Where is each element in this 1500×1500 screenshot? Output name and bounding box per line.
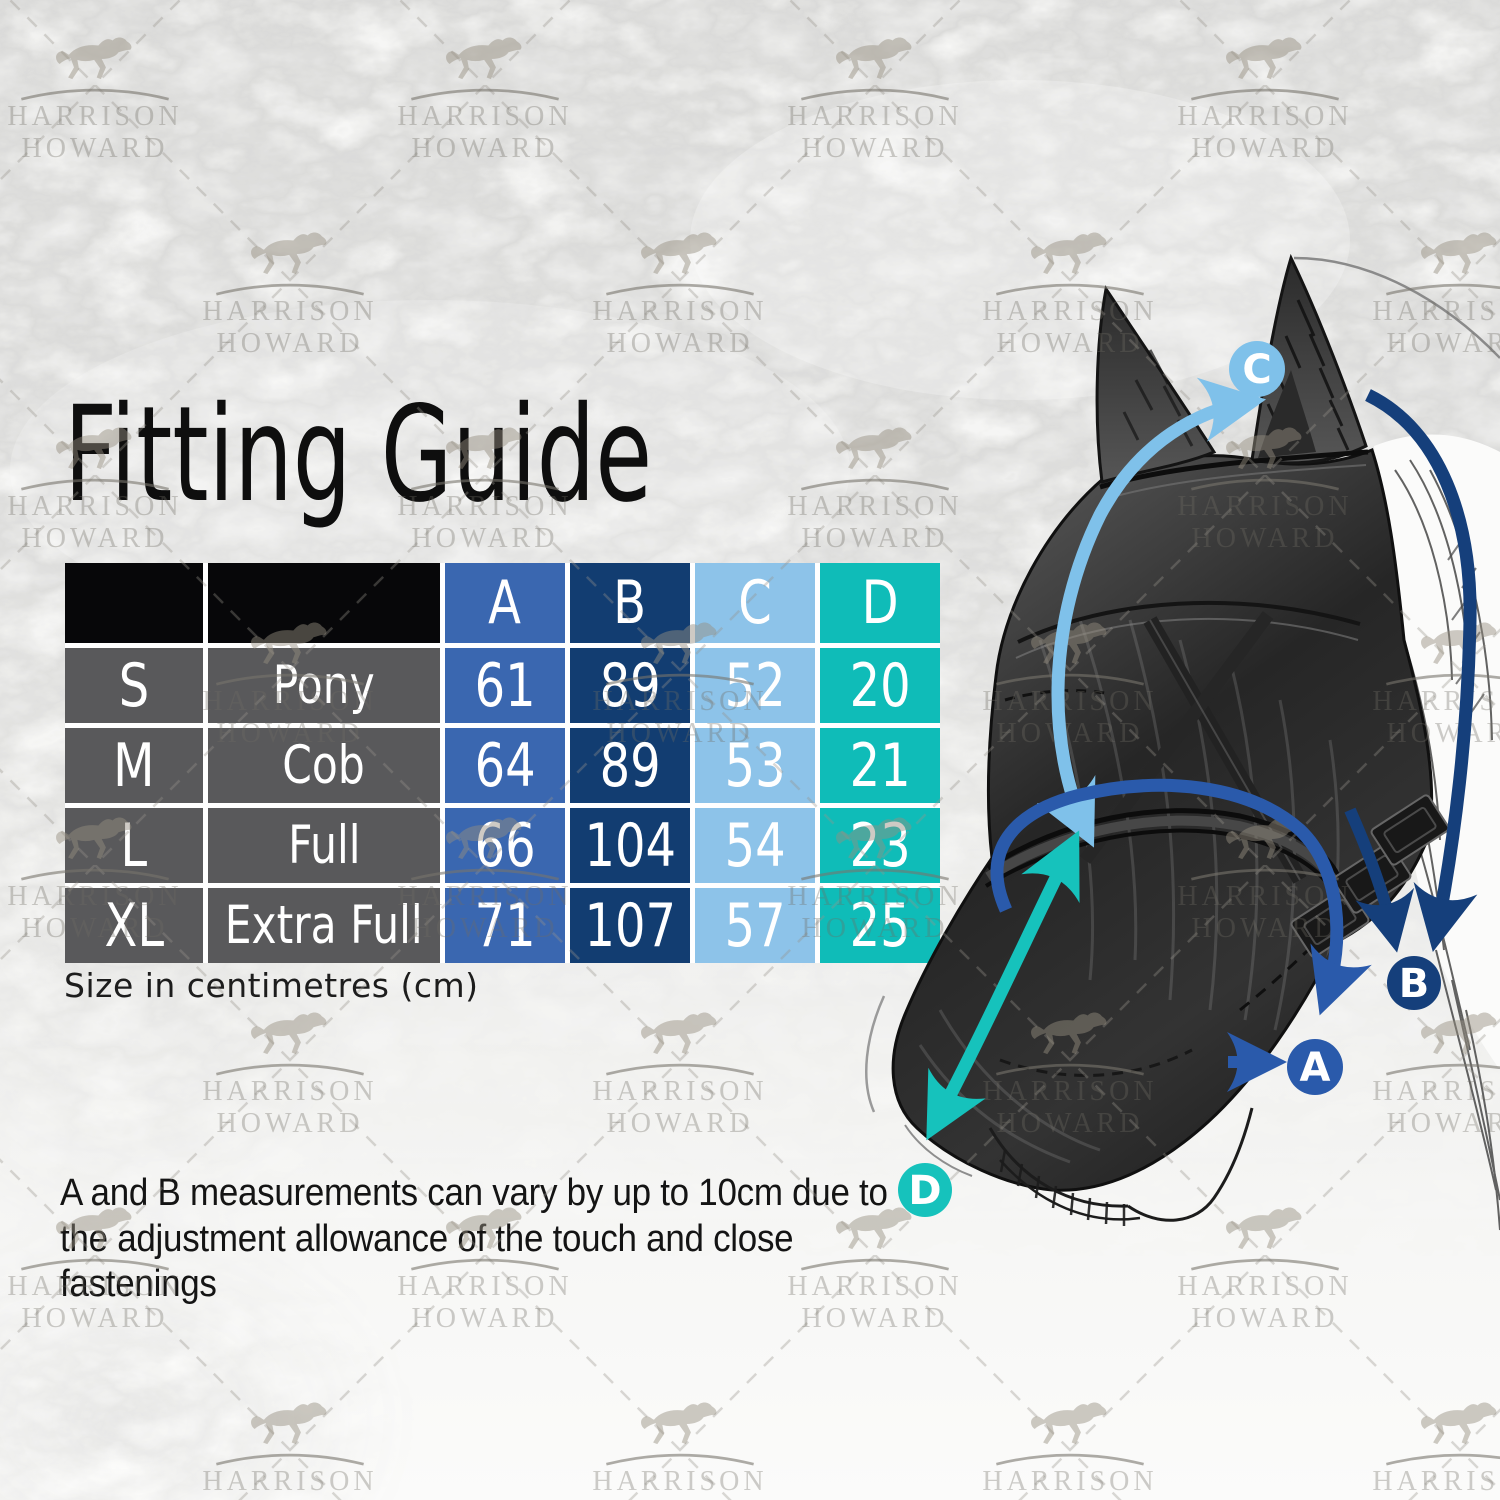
marker-letter-B: B [1399,961,1430,1007]
measurement-arrow-b [1365,389,1478,952]
measurement-arrow-c [1036,377,1267,848]
measurement-arrow-b2 [1344,807,1415,953]
marker-letter-D: D [908,1168,941,1214]
marker-letter-C: C [1242,347,1271,393]
marker-letter-A: A [1300,1045,1331,1091]
